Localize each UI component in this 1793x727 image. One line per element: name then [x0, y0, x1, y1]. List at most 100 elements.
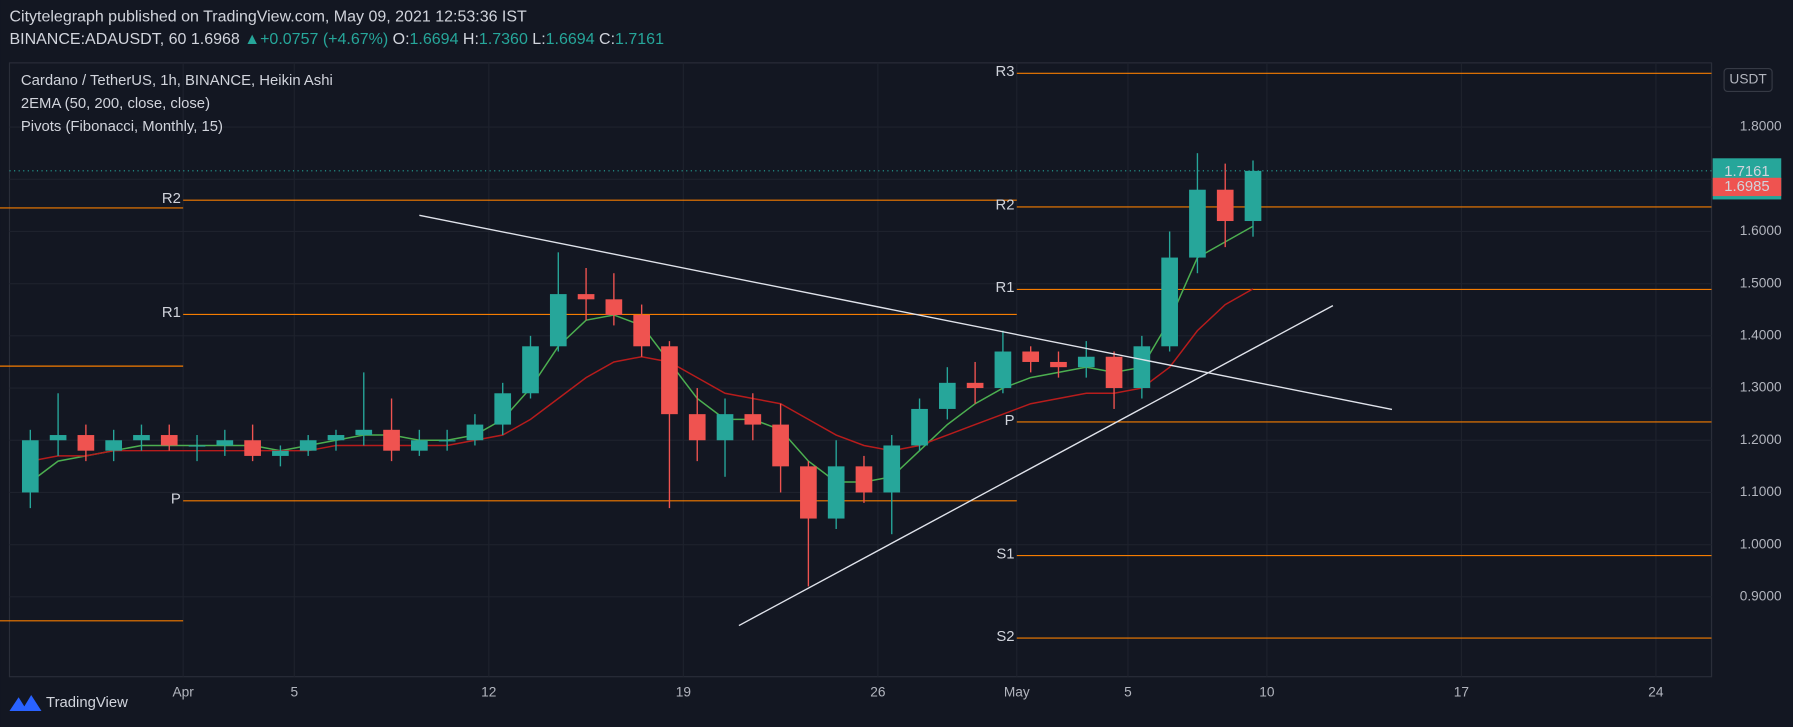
publisher: Citytelegraph published on TradingView.c… — [9, 8, 527, 25]
y-tick-label: 1.8000 — [1740, 119, 1782, 134]
y-tick-label: 1.4000 — [1740, 327, 1782, 342]
legend-entry: Pivots (Fibonacci, Monthly, 15) — [21, 119, 223, 135]
plot-frame — [8, 62, 1713, 678]
candle-body — [1050, 361, 1067, 368]
candle-body — [605, 299, 623, 315]
candle-body — [188, 445, 206, 447]
arrow: ▲ — [244, 31, 260, 48]
y-tick-label: 1.6000 — [1740, 223, 1782, 238]
candle-body — [1077, 356, 1095, 368]
x-tick-label: 5 — [290, 684, 298, 699]
price-tag-label: 1.6985 — [1724, 179, 1769, 195]
currency-button[interactable] — [1723, 68, 1773, 93]
x-tick-label: Apr — [172, 684, 194, 699]
legend-entry: 2EMA (50, 200, close, close) — [21, 96, 210, 112]
candle-body — [133, 435, 150, 441]
candle-body — [549, 294, 567, 347]
x-tick-label: 26 — [870, 684, 886, 699]
trendline — [419, 214, 1393, 411]
change: +0.0757 (+4.67%) — [260, 31, 388, 48]
candle-body — [633, 314, 650, 347]
ohlc-label: L: — [532, 31, 545, 48]
candle-body — [327, 435, 345, 441]
candle-body — [160, 435, 178, 446]
candle-body — [911, 408, 928, 446]
symbol-line: BINANCE:ADAUSDT, 60 1.6968 ▲+0.0757 (+4.… — [9, 31, 664, 48]
price-tag — [1712, 177, 1782, 197]
pivot-label: R1 — [162, 305, 181, 321]
candle-body — [1161, 257, 1178, 347]
candle-body — [21, 440, 39, 493]
candle-body — [744, 414, 762, 425]
x-tick-label: 17 — [1454, 684, 1469, 699]
candle-body — [466, 424, 484, 441]
y-tick-label: 0.9000 — [1740, 588, 1782, 603]
ohlc-value: 1.7161 — [615, 31, 664, 48]
candle-body — [883, 445, 901, 493]
y-tick-label: 1.0000 — [1740, 536, 1782, 551]
legend-entry: Cardano / TetherUS, 1h, BINANCE, Heikin … — [21, 73, 333, 89]
pivot-label: S2 — [996, 629, 1014, 645]
candle-body — [800, 466, 817, 519]
candle-body — [966, 382, 984, 389]
ohlc-label: O: — [393, 31, 410, 48]
candle-body — [938, 382, 956, 409]
candle-body — [1133, 346, 1151, 389]
candle-body — [688, 414, 706, 441]
pivot-label: R2 — [162, 191, 181, 207]
currency[interactable]: USDT — [1729, 72, 1767, 87]
candle-body — [244, 440, 261, 456]
plot: R2 R1 P R3 R2 R1 P S1 S2 — [0, 62, 1712, 677]
x-tick-label: 19 — [676, 684, 691, 699]
ohlc-value: 1.6694 — [546, 31, 595, 48]
brand: TradingView — [46, 695, 128, 711]
candle-body — [855, 466, 873, 493]
candle-body — [1189, 189, 1206, 258]
candle-body — [216, 440, 234, 446]
candle-body — [299, 440, 317, 451]
pivot-label: R3 — [996, 64, 1015, 80]
candle-body — [577, 294, 595, 300]
y-tick-label: 1.3000 — [1740, 380, 1782, 395]
trendline — [738, 304, 1334, 627]
candle-body — [827, 466, 845, 519]
candle-body — [105, 440, 123, 451]
ohlc-label: H: — [463, 31, 479, 48]
candle-body — [49, 435, 67, 441]
pivot-label: R1 — [996, 280, 1015, 296]
candle-body — [494, 393, 512, 425]
candle-body — [411, 440, 428, 451]
candle-body — [1244, 170, 1262, 222]
x-tick-label: 10 — [1259, 684, 1275, 699]
candle-body — [1216, 189, 1234, 222]
brand-logo — [9, 694, 42, 711]
x-tick-label: May — [1004, 684, 1030, 699]
candle-body — [1022, 351, 1040, 362]
pivot-label: P — [1005, 413, 1015, 429]
last-price: 1.7161 — [1724, 164, 1769, 180]
candle-body — [661, 346, 678, 415]
candle-body — [522, 346, 539, 394]
candle-body — [77, 435, 95, 451]
y-tick-label: 1.2000 — [1740, 432, 1782, 447]
candle-body — [716, 414, 734, 441]
ohlc-label: C: — [599, 31, 615, 48]
symbol: BINANCE:ADAUSDT, 60 — [9, 31, 186, 48]
pivot-label: P — [171, 492, 181, 508]
candle-body — [355, 429, 373, 436]
candle-body — [772, 424, 789, 467]
ohlc-value: 1.6694 — [410, 31, 459, 48]
candle-body — [994, 351, 1012, 389]
x-tick-label: 12 — [481, 684, 496, 699]
pivot-label: S1 — [996, 546, 1014, 562]
pivot-label: R2 — [996, 198, 1015, 214]
candle-body — [438, 440, 456, 442]
candle-body — [272, 450, 289, 456]
y-tick-label: 1.5000 — [1740, 275, 1782, 290]
x-tick-label: 24 — [1648, 684, 1664, 699]
ohlc-value: 1.7360 — [479, 31, 528, 48]
candle-body — [1105, 356, 1123, 389]
y-tick-label: 1.1000 — [1740, 484, 1782, 499]
